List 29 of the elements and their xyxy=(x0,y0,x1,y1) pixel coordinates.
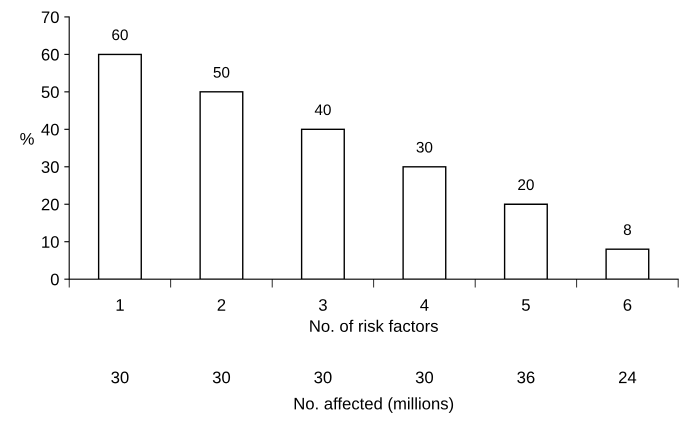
data-label: 50 xyxy=(214,66,230,78)
data-label: 20 xyxy=(518,179,534,190)
y-tick-label: 40 xyxy=(41,124,59,136)
y-axis-title: % xyxy=(20,133,34,145)
x-tick-label: 5 xyxy=(522,299,530,311)
y-tick-label: 30 xyxy=(42,161,59,173)
data-label: 60 xyxy=(112,29,128,40)
y-tick-label: 70 xyxy=(42,11,59,24)
data-label: 40 xyxy=(314,104,331,116)
x-tick-label: 2 xyxy=(218,299,226,311)
y-tick-label: 60 xyxy=(42,48,59,61)
x-tick-label: 3 xyxy=(318,299,327,311)
y-tick-label: 20 xyxy=(42,198,59,210)
x-tick-label: 6 xyxy=(624,299,632,311)
text: 30 xyxy=(314,372,332,384)
x-axis-title: No. of risk factors xyxy=(310,320,438,332)
text: 36 xyxy=(517,372,534,384)
data-label: 30 xyxy=(416,142,432,153)
y-tick-label: 10 xyxy=(42,236,59,248)
data-label: 8 xyxy=(624,224,631,236)
y-tick-label: 0 xyxy=(50,274,59,286)
text: 24 xyxy=(618,372,636,384)
x-tick-label: 4 xyxy=(420,299,429,311)
text: 30 xyxy=(416,372,434,384)
text: 30 xyxy=(111,372,129,384)
y-tick-label: 50 xyxy=(42,86,59,98)
text: No. affected (millions) xyxy=(294,397,454,413)
text: 30 xyxy=(212,372,230,384)
x-tick-label: 1 xyxy=(116,299,124,311)
